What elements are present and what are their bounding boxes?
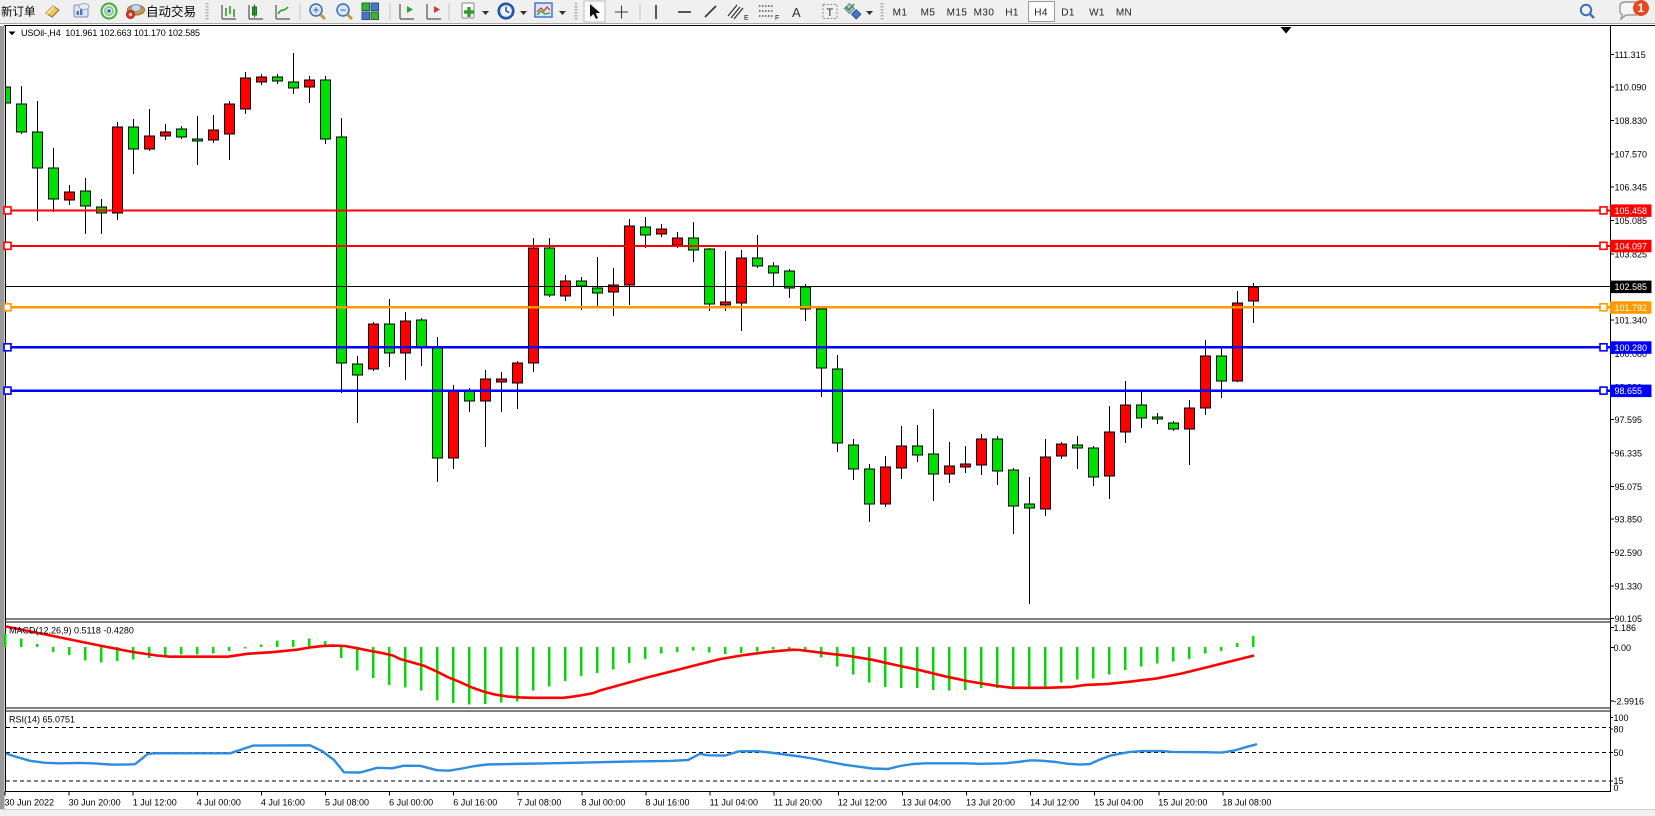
svg-text:自动交易: 自动交易	[146, 4, 196, 19]
svg-text:98.655: 98.655	[1615, 386, 1643, 396]
svg-text:M5: M5	[921, 8, 936, 19]
svg-text:50: 50	[1614, 748, 1624, 758]
svg-text:92.590: 92.590	[1615, 548, 1643, 558]
svg-text:RSI(14) 65.0751: RSI(14) 65.0751	[9, 715, 75, 725]
svg-text:4 Jul 00:00: 4 Jul 00:00	[197, 797, 241, 807]
svg-text:105.085: 105.085	[1615, 216, 1648, 226]
svg-text:15 Jul 20:00: 15 Jul 20:00	[1158, 797, 1207, 807]
svg-text:18 Jul 08:00: 18 Jul 08:00	[1222, 797, 1271, 807]
svg-text:T: T	[827, 7, 834, 19]
svg-text:90.105: 90.105	[1615, 614, 1643, 624]
svg-text:104.097: 104.097	[1615, 241, 1648, 251]
svg-text:15 Jul 04:00: 15 Jul 04:00	[1094, 797, 1143, 807]
svg-text:106.345: 106.345	[1615, 182, 1648, 192]
svg-text:111.315: 111.315	[1615, 50, 1646, 60]
svg-text:14 Jul 12:00: 14 Jul 12:00	[1030, 797, 1079, 807]
svg-text:101.340: 101.340	[1615, 315, 1648, 325]
svg-text:15: 15	[1614, 776, 1624, 786]
svg-text:6 Jul 00:00: 6 Jul 00:00	[389, 797, 433, 807]
svg-text:M15: M15	[947, 8, 968, 19]
svg-text:93.850: 93.850	[1615, 515, 1643, 525]
svg-text:A: A	[792, 5, 801, 20]
svg-text:M30: M30	[974, 8, 995, 19]
svg-text:M1: M1	[893, 8, 908, 19]
svg-text:96.335: 96.335	[1615, 449, 1643, 459]
svg-text:0.00: 0.00	[1614, 643, 1632, 653]
svg-text:100.280: 100.280	[1615, 343, 1648, 353]
svg-text:11 Jul 20:00: 11 Jul 20:00	[774, 797, 822, 807]
svg-text:12 Jul 12:00: 12 Jul 12:00	[838, 797, 887, 807]
svg-text:13 Jul 20:00: 13 Jul 20:00	[966, 797, 1015, 807]
svg-text:30 Jun 20:00: 30 Jun 20:00	[69, 797, 121, 807]
svg-text:+: +	[313, 6, 319, 17]
svg-text:4 Jul 16:00: 4 Jul 16:00	[261, 797, 305, 807]
svg-text:100: 100	[1614, 713, 1629, 723]
svg-text:101.792: 101.792	[1615, 303, 1648, 313]
svg-text:1.186: 1.186	[1614, 623, 1637, 633]
svg-text:-2.9916: -2.9916	[1614, 696, 1645, 706]
svg-text:新订单: 新订单	[1, 5, 36, 19]
svg-text:107.570: 107.570	[1615, 150, 1648, 160]
svg-text:30 Jun 2022: 30 Jun 2022	[5, 797, 55, 807]
svg-text:F: F	[775, 15, 779, 22]
svg-text:110.090: 110.090	[1615, 83, 1647, 93]
svg-text:108.830: 108.830	[1615, 116, 1648, 126]
svg-text:80: 80	[1614, 725, 1624, 735]
svg-text:7 Jul 08:00: 7 Jul 08:00	[517, 797, 561, 807]
svg-text:1: 1	[1638, 3, 1645, 15]
svg-text:6 Jul 16:00: 6 Jul 16:00	[453, 797, 497, 807]
svg-text:100.080: 100.080	[1615, 349, 1648, 359]
svg-text:11 Jul 04:00: 11 Jul 04:00	[710, 797, 758, 807]
svg-text:D1: D1	[1061, 8, 1075, 19]
svg-text:W1: W1	[1089, 8, 1105, 19]
svg-text:105.458: 105.458	[1615, 206, 1648, 216]
svg-text:13 Jul 04:00: 13 Jul 04:00	[902, 797, 951, 807]
svg-text:0: 0	[1614, 783, 1619, 793]
svg-text:H4: H4	[1034, 8, 1048, 19]
svg-text:103.825: 103.825	[1615, 249, 1648, 259]
svg-text:MACD(12,26,9) 0.5118 -0.4280: MACD(12,26,9) 0.5118 -0.4280	[9, 626, 134, 636]
svg-text:−: −	[340, 6, 346, 17]
svg-text:8 Jul 16:00: 8 Jul 16:00	[646, 797, 690, 807]
svg-text:102.585: 102.585	[1615, 282, 1648, 292]
svg-text:5 Jul 08:00: 5 Jul 08:00	[325, 797, 369, 807]
svg-text:97.595: 97.595	[1615, 415, 1643, 425]
svg-text:USOil-,H4 101.961 102.663 101: USOil-,H4 101.961 102.663 101.170 102.58…	[21, 28, 200, 38]
svg-text:8 Jul 00:00: 8 Jul 00:00	[581, 797, 625, 807]
svg-text:1 Jul 12:00: 1 Jul 12:00	[133, 797, 177, 807]
svg-text:H1: H1	[1005, 8, 1019, 19]
svg-text:E: E	[744, 15, 749, 22]
svg-text:MN: MN	[1116, 8, 1132, 19]
svg-text:91.330: 91.330	[1615, 582, 1643, 592]
svg-text:95.075: 95.075	[1615, 482, 1643, 492]
